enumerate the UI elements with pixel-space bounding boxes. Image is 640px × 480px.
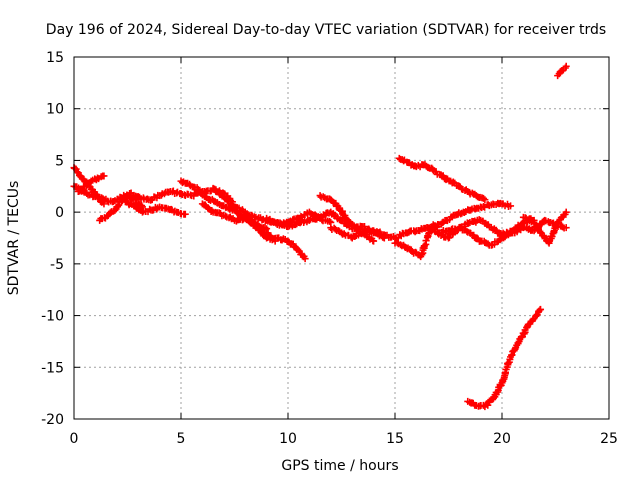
x-tick-label: 20 (493, 431, 511, 447)
x-tick-label: 5 (177, 431, 186, 447)
y-tick-label: 0 (55, 205, 64, 221)
x-tick-label: 0 (70, 431, 79, 447)
x-tick-label: 25 (600, 431, 618, 447)
y-tick-label: -20 (41, 412, 64, 428)
x-tick-label: 15 (386, 431, 404, 447)
chart: 0 5 10 15 20 25 -20 -15 -10 -5 0 5 10 15 Day 196 of … (0, 0, 640, 480)
x-axis-label: GPS time / hours (281, 458, 398, 474)
y-tick-label: 10 (46, 102, 64, 118)
x-tick-label: 10 (279, 431, 297, 447)
y-tick-label: 15 (46, 50, 64, 66)
y-tick-label: -5 (50, 257, 64, 273)
y-tick-label: 5 (55, 153, 64, 169)
y-tick-label: -15 (41, 360, 64, 376)
chart-title: Day 196 of 2024, Sidereal Day-to-day VTE… (46, 22, 606, 38)
y-tick-label: -10 (41, 309, 64, 325)
y-axis-label: SDTVAR / TECUs (6, 181, 22, 296)
